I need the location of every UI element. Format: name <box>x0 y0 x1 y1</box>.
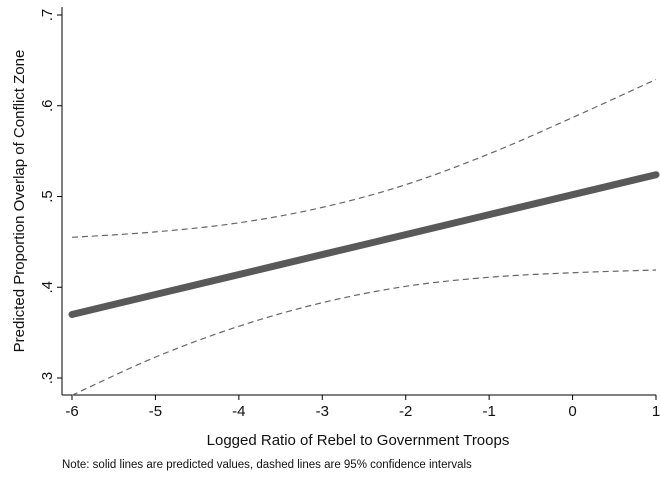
x-axis-ticks: -6 -5 -4 -3 -2 -1 0 1 <box>65 395 660 420</box>
x-tick-label: -2 <box>399 403 412 420</box>
y-axis-title: Predicted Proportion Overlap of Conflict… <box>11 50 28 353</box>
y-tick-label: .6 <box>39 99 56 112</box>
x-tick-label: -6 <box>65 403 78 420</box>
y-axis-ticks: .3 .4 .5 .6 .7 <box>39 9 62 385</box>
x-tick-label: -4 <box>232 403 245 420</box>
predicted-value-line <box>68 171 660 318</box>
plot-frame <box>62 7 656 395</box>
x-tick-label: -5 <box>149 403 162 420</box>
upper-confidence-bound-line <box>71 78 657 238</box>
y-tick-label: .3 <box>39 372 56 385</box>
x-tick-label: 1 <box>652 403 660 420</box>
y-tick-label: .7 <box>39 9 56 22</box>
chart-note: Note: solid lines are predicted values, … <box>62 459 472 471</box>
x-tick-label: 0 <box>568 403 576 420</box>
lower-confidence-bound-line <box>71 269 657 396</box>
x-tick-label: -1 <box>482 403 495 420</box>
series-layer <box>68 78 660 396</box>
y-tick-label: .4 <box>39 281 56 294</box>
x-axis-title: Logged Ratio of Rebel to Government Troo… <box>207 432 510 449</box>
y-tick-label: .5 <box>39 190 56 203</box>
x-tick-label: -3 <box>316 403 329 420</box>
